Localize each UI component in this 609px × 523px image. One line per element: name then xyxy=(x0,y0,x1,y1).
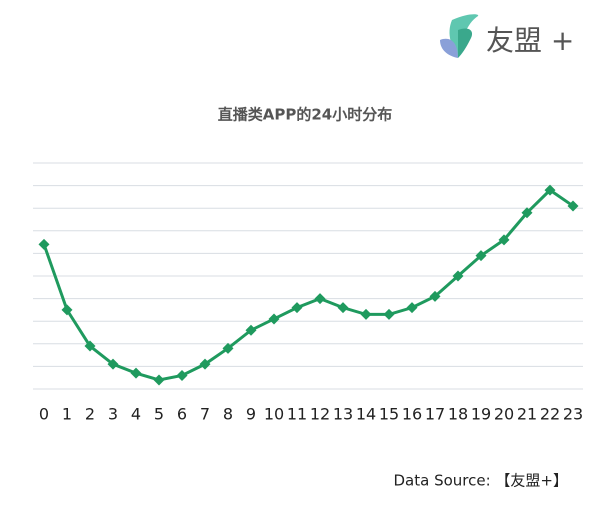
data-point xyxy=(567,200,579,212)
x-tick-label: 15 xyxy=(379,405,399,424)
x-tick-label: 20 xyxy=(494,405,514,424)
data-point xyxy=(314,293,326,305)
data-point xyxy=(61,304,73,316)
x-tick-label: 7 xyxy=(200,405,210,424)
x-tick-label: 6 xyxy=(177,405,187,424)
data-point xyxy=(429,290,441,302)
logo-icon xyxy=(440,14,479,59)
x-tick-label: 21 xyxy=(517,405,537,424)
x-tick-label: 0 xyxy=(39,405,49,424)
x-tick-label: 23 xyxy=(563,405,583,424)
chart-title: 直播类APP的24小时分布 xyxy=(218,106,392,124)
data-point xyxy=(337,302,349,314)
data-line xyxy=(42,188,574,382)
x-tick-label: 12 xyxy=(310,405,330,424)
data-point xyxy=(498,234,510,246)
x-tick-label: 8 xyxy=(223,405,233,424)
data-point xyxy=(199,358,211,370)
data-point xyxy=(544,184,556,196)
x-tick-label: 16 xyxy=(402,405,422,424)
data-point xyxy=(176,369,188,381)
data-point xyxy=(245,324,257,336)
x-tick-label: 19 xyxy=(471,405,491,424)
x-tick-label: 10 xyxy=(264,405,284,424)
data-point xyxy=(107,358,119,370)
data-point xyxy=(521,207,533,219)
data-point xyxy=(360,308,372,320)
data-point xyxy=(84,340,96,352)
data-point xyxy=(291,302,303,314)
x-tick-label: 4 xyxy=(131,405,141,424)
data-point xyxy=(222,342,234,354)
data-point xyxy=(475,250,487,262)
x-tick-label: 9 xyxy=(246,405,256,424)
data-point xyxy=(452,270,464,282)
x-tick-label: 5 xyxy=(154,405,164,424)
x-tick-label: 13 xyxy=(333,405,353,424)
x-tick-label: 3 xyxy=(108,405,118,424)
x-tick-label: 11 xyxy=(287,405,307,424)
x-tick-label: 14 xyxy=(356,405,376,424)
logo-text: 友盟 + xyxy=(486,24,574,57)
data-point xyxy=(130,367,142,379)
x-tick-label: 1 xyxy=(62,405,72,424)
source-note: Data Source: 【友盟+】 xyxy=(394,472,569,490)
data-point xyxy=(38,238,50,250)
data-point xyxy=(406,302,418,314)
data-point xyxy=(383,308,395,320)
data-point xyxy=(268,313,280,325)
x-tick-label: 17 xyxy=(425,405,445,424)
x-tick-label: 2 xyxy=(85,405,95,424)
x-tick-label: 18 xyxy=(448,405,468,424)
data-point xyxy=(153,374,165,386)
x-tick-label: 22 xyxy=(540,405,560,424)
